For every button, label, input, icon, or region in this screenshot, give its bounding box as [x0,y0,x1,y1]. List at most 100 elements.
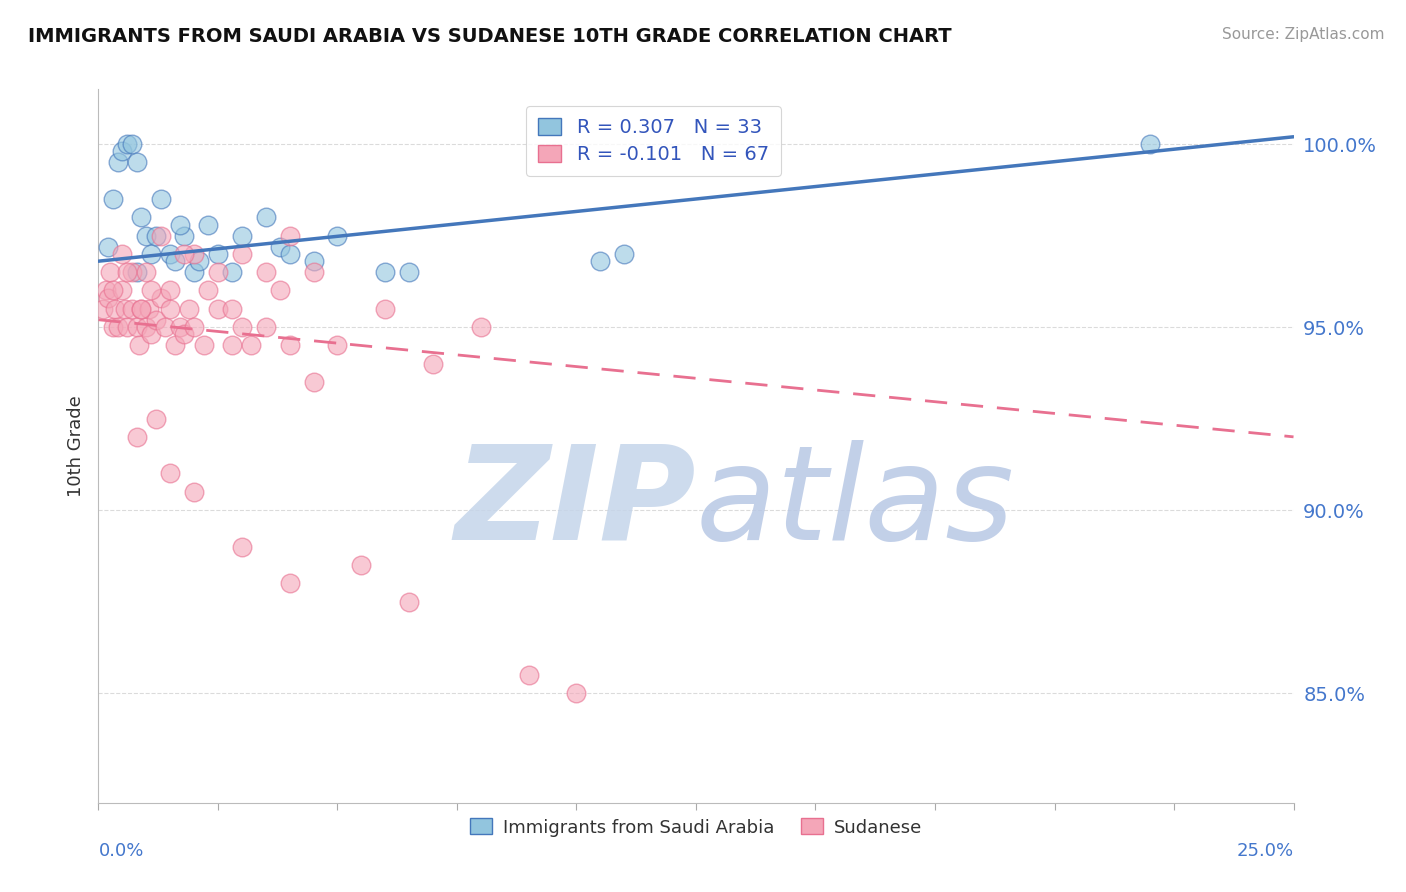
Point [169,320,191,334]
Point [138,301,160,316]
Point [1139,137,1161,152]
Point [97,291,120,305]
Point [98,265,122,279]
Point [114,301,136,316]
Point [111,284,134,298]
Point [135,320,157,334]
Point [183,247,205,261]
Point [139,247,162,261]
Point [121,137,143,152]
Point [115,137,138,152]
Text: IMMIGRANTS FROM SAUDI ARABIA VS SUDANESE 10TH GRADE CORRELATION CHART: IMMIGRANTS FROM SAUDI ARABIA VS SUDANESE… [28,27,952,45]
Text: 25.0%: 25.0% [1236,842,1294,860]
Point [350,558,373,572]
Point [398,594,420,608]
Point [197,284,219,298]
Point [131,301,153,316]
Point [125,155,148,169]
Point [111,247,134,261]
Point [221,301,243,316]
Point [231,320,253,334]
Point [121,265,143,279]
Point [101,192,124,206]
Point [302,254,325,268]
Point [565,686,588,700]
Point [221,265,243,279]
Point [94,284,117,298]
Point [101,320,124,334]
Point [173,327,195,342]
Point [163,338,186,352]
Point [221,338,243,352]
Point [613,247,636,261]
Point [183,320,205,334]
Point [517,667,540,681]
Point [155,320,177,334]
Point [125,265,148,279]
Text: Source: ZipAtlas.com: Source: ZipAtlas.com [1222,27,1385,42]
Point [121,301,143,316]
Point [231,540,253,554]
Point [231,228,253,243]
Point [125,320,148,334]
Point [183,484,205,499]
Point [149,228,172,243]
Point [139,327,162,342]
Point [135,265,157,279]
Point [101,284,124,298]
Point [254,211,277,225]
Point [149,291,172,305]
Point [589,254,612,268]
Point [326,338,349,352]
Point [128,338,150,352]
Point [91,301,114,316]
Point [326,228,349,243]
Point [115,265,138,279]
Point [125,430,148,444]
Point [269,284,291,298]
Point [470,320,492,334]
Point [207,265,229,279]
Point [115,320,138,334]
Point [231,247,253,261]
Point [131,301,153,316]
Point [159,247,181,261]
Point [240,338,263,352]
Point [107,320,129,334]
Point [173,228,195,243]
Point [145,312,167,326]
Point [193,338,215,352]
Point [278,338,301,352]
Point [207,247,229,261]
Legend: Immigrants from Saudi Arabia, Sudanese: Immigrants from Saudi Arabia, Sudanese [463,811,929,844]
Point [278,576,301,591]
Point [104,301,127,316]
Point [159,301,181,316]
Point [159,467,181,481]
Point [135,228,157,243]
Text: 0.0%: 0.0% [98,842,143,860]
Point [254,265,277,279]
Point [145,228,167,243]
Point [302,265,325,279]
Point [207,301,229,316]
Point [254,320,277,334]
Point [302,375,325,389]
Point [374,265,396,279]
Point [173,247,195,261]
Point [278,228,301,243]
Text: atlas: atlas [696,440,1015,566]
Point [169,218,191,232]
Point [163,254,186,268]
Point [107,155,129,169]
Point [398,265,420,279]
Point [149,192,172,206]
Point [179,301,201,316]
Point [187,254,209,268]
Point [197,218,219,232]
Point [131,211,153,225]
Point [422,357,444,371]
Y-axis label: 10th Grade: 10th Grade [66,395,84,497]
Point [159,284,181,298]
Point [111,145,134,159]
